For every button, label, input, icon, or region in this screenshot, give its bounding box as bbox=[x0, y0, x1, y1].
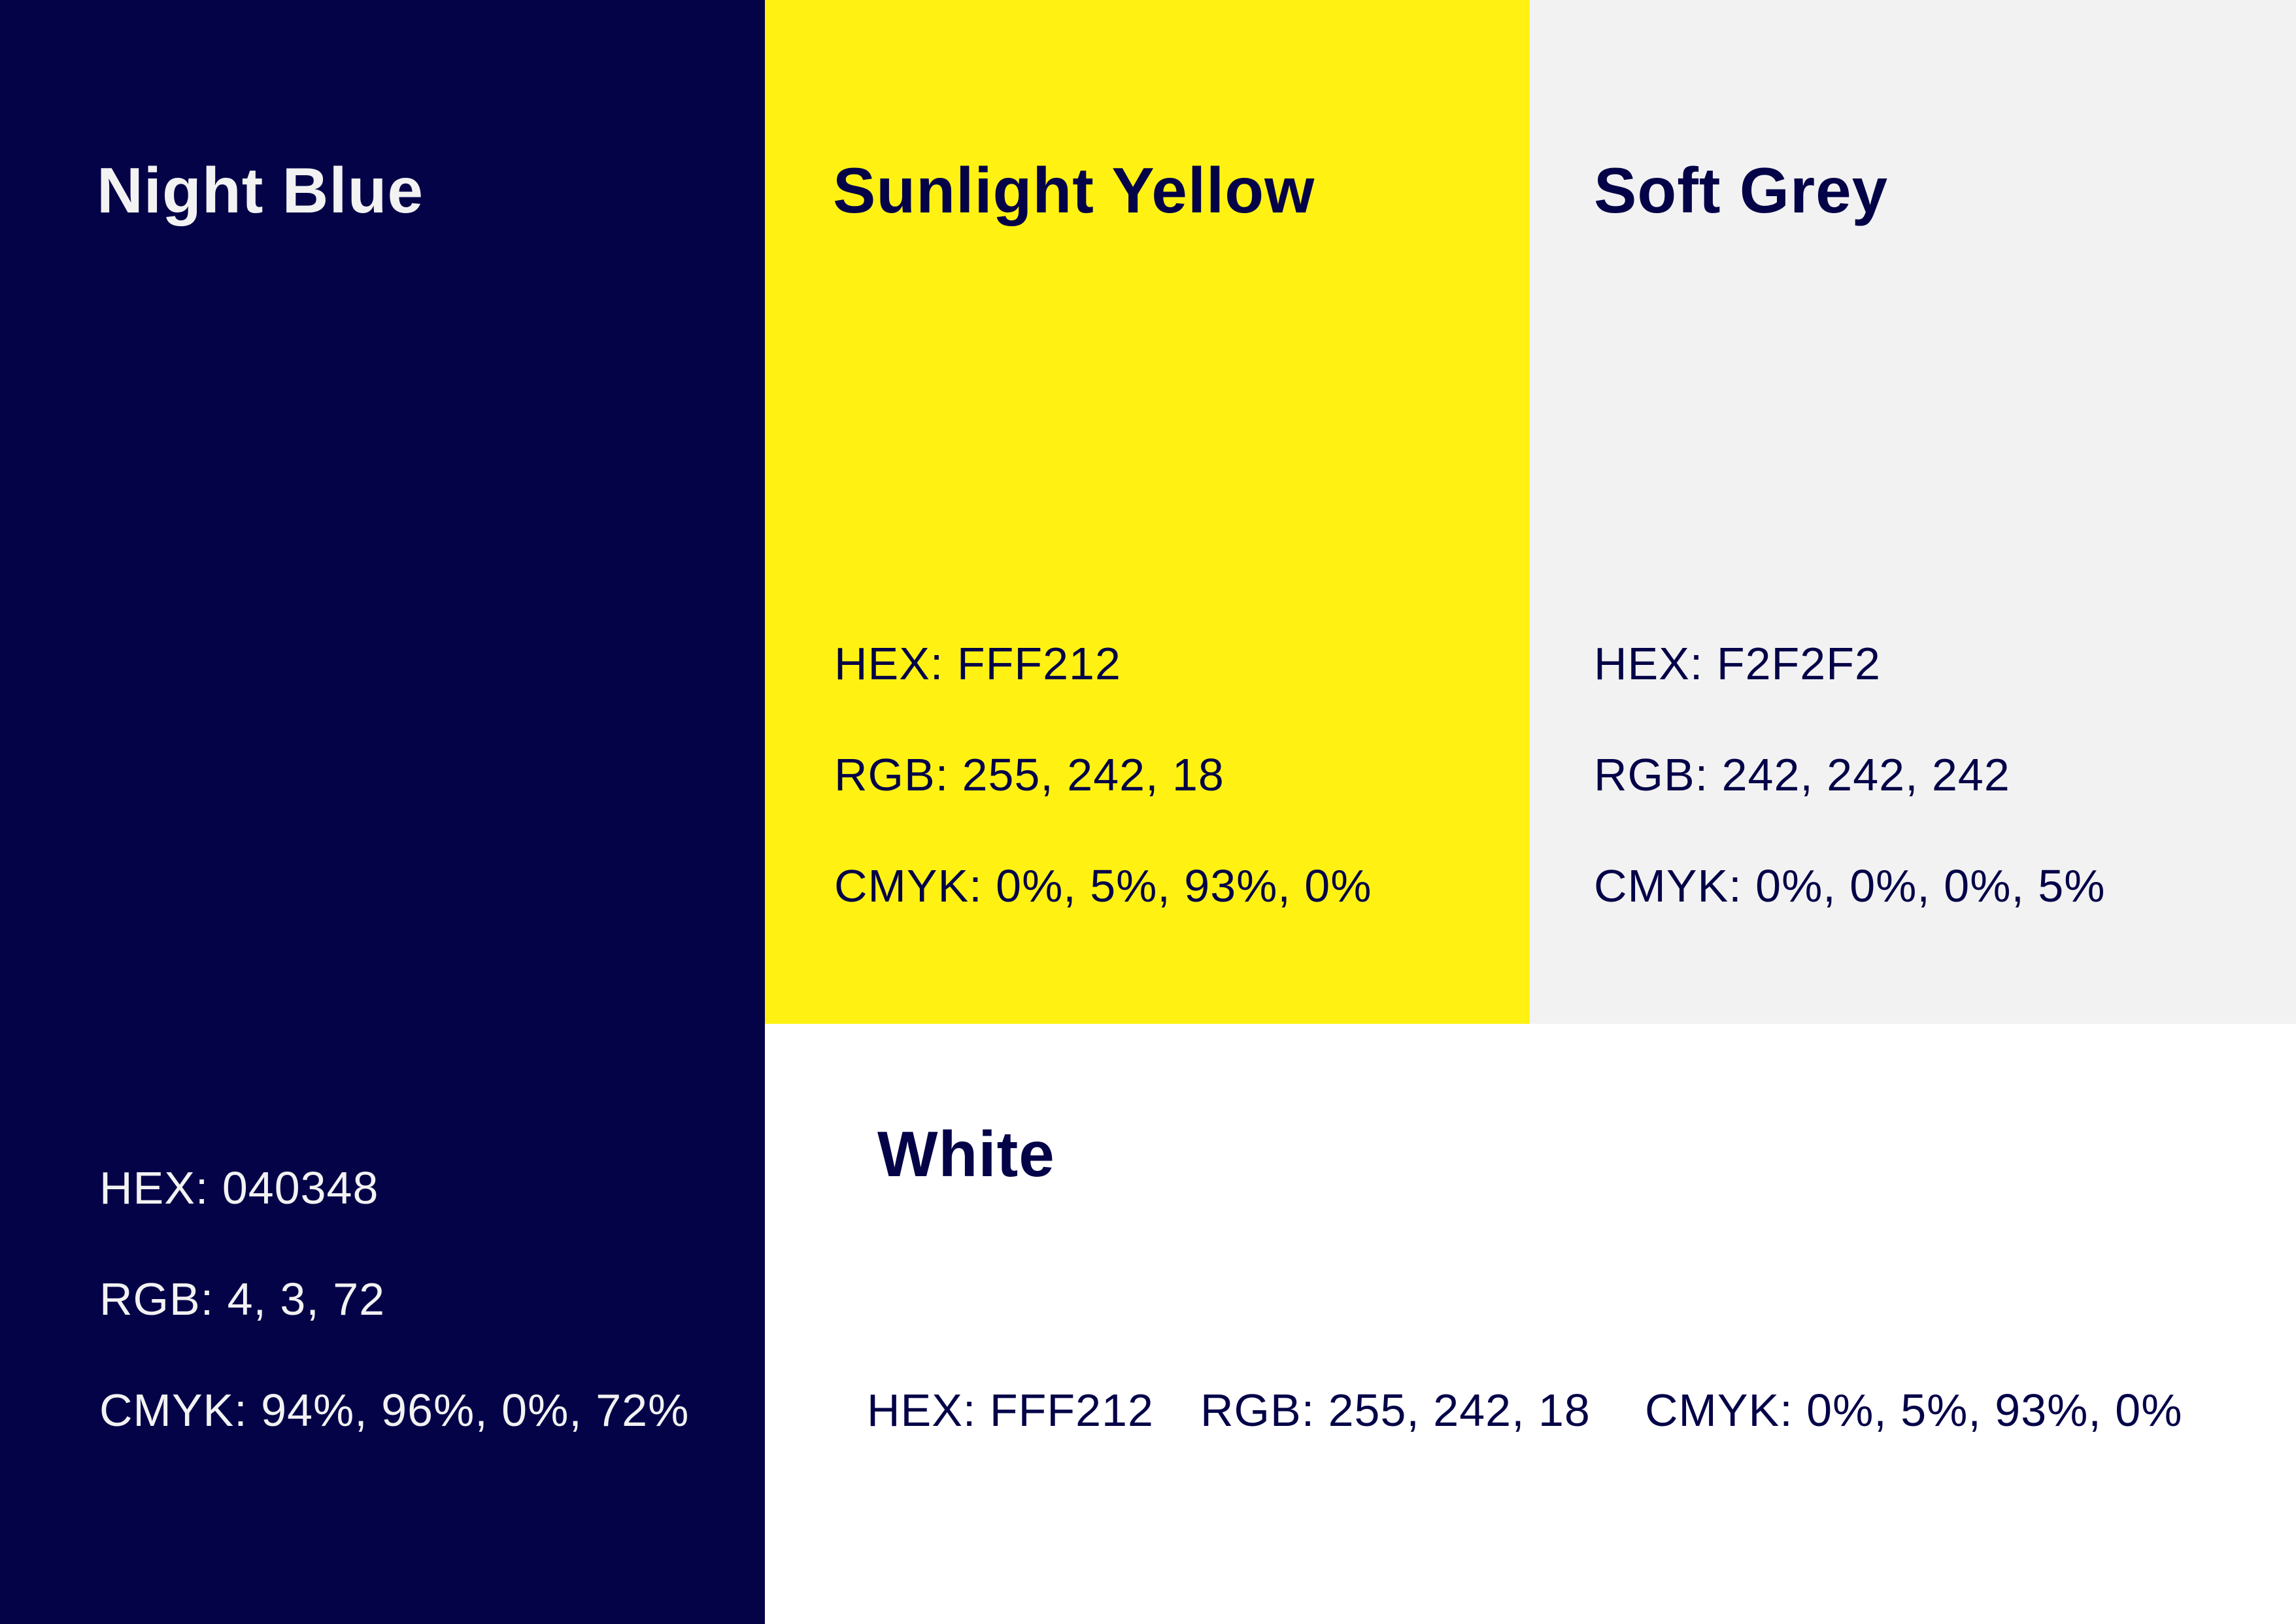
hex-value: HEX: FFF212 bbox=[834, 638, 1121, 689]
hex-value: HEX: FFF212 bbox=[867, 1385, 1154, 1436]
swatch-title: Night Blue bbox=[97, 154, 424, 226]
swatch-sunlight-yellow: Sunlight Yellow HEX: FFF212 RGB: 255, 24… bbox=[765, 0, 1530, 1024]
swatch-soft-grey: Soft Grey HEX: F2F2F2 RGB: 242, 242, 242… bbox=[1530, 0, 2296, 1024]
swatch-white: White HEX: FFF212 RGB: 255, 242, 18 CMYK… bbox=[765, 1024, 2296, 1624]
swatch-title: Sunlight Yellow bbox=[833, 154, 1315, 226]
rgb-value: RGB: 4, 3, 72 bbox=[99, 1274, 386, 1325]
hex-value: HEX: 040348 bbox=[99, 1162, 379, 1213]
cmyk-value: CMYK: 0%, 5%, 93%, 0% bbox=[1645, 1385, 2183, 1436]
cmyk-value: CMYK: 94%, 96%, 0%, 72% bbox=[99, 1385, 690, 1436]
hex-value: HEX: F2F2F2 bbox=[1594, 638, 1881, 689]
cmyk-value: CMYK: 0%, 5%, 93%, 0% bbox=[834, 860, 1372, 911]
swatch-title: Soft Grey bbox=[1594, 154, 1889, 226]
swatch-title: White bbox=[877, 1118, 1055, 1190]
rgb-value: RGB: 242, 242, 242 bbox=[1594, 749, 2010, 800]
rgb-value: RGB: 255, 242, 18 bbox=[1200, 1385, 1591, 1436]
swatch-night-blue: Night Blue HEX: 040348 RGB: 4, 3, 72 CMY… bbox=[0, 0, 765, 1624]
cmyk-value: CMYK: 0%, 0%, 0%, 5% bbox=[1594, 860, 2106, 911]
rgb-value: RGB: 255, 242, 18 bbox=[834, 749, 1224, 800]
